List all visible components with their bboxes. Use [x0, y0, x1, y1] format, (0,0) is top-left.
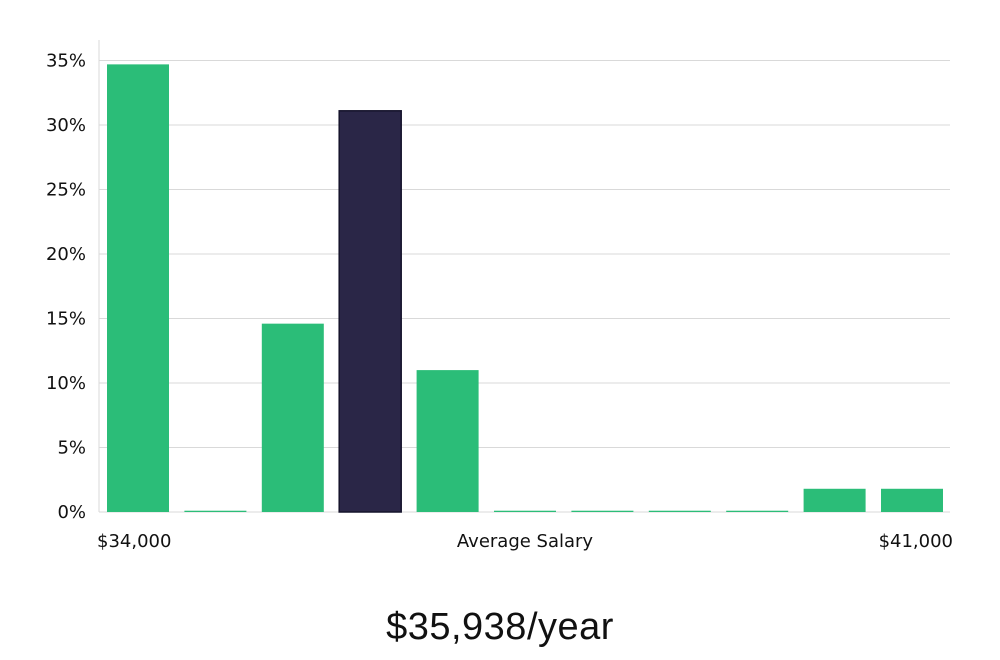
- y-tick-label: 0%: [57, 502, 86, 523]
- bar: [261, 323, 324, 512]
- average-salary-headline: $35,938/year: [386, 606, 614, 648]
- bar: [803, 488, 866, 512]
- bar: [494, 510, 556, 512]
- y-tick-label: 15%: [46, 309, 86, 330]
- bar: [881, 488, 943, 512]
- x-min-label: $34,000: [97, 531, 171, 552]
- x-axis-title: Average Salary: [457, 531, 594, 552]
- bar: [726, 510, 789, 512]
- bar: [184, 510, 247, 512]
- y-tick-label: 5%: [57, 438, 86, 459]
- y-axis-ticks: 0% 5% 10% 15% 20% 25% 30% 35%: [46, 51, 86, 524]
- y-tick-label: 30%: [46, 115, 86, 136]
- x-max-label: $41,000: [879, 531, 953, 552]
- y-tick-label: 20%: [46, 244, 86, 265]
- y-tick-label: 25%: [46, 180, 86, 201]
- bar: [571, 510, 634, 512]
- bar: [416, 370, 479, 512]
- bars: [107, 64, 943, 513]
- y-tick-label: 35%: [46, 51, 86, 72]
- bar-highlighted: [338, 110, 402, 513]
- y-tick-label: 10%: [46, 373, 86, 394]
- chart-svg: 0% 5% 10% 15% 20% 25% 30% 35% $34,000 Average S…: [46, 40, 953, 552]
- gridlines: [99, 60, 950, 513]
- bar: [107, 64, 169, 513]
- bar: [648, 510, 711, 512]
